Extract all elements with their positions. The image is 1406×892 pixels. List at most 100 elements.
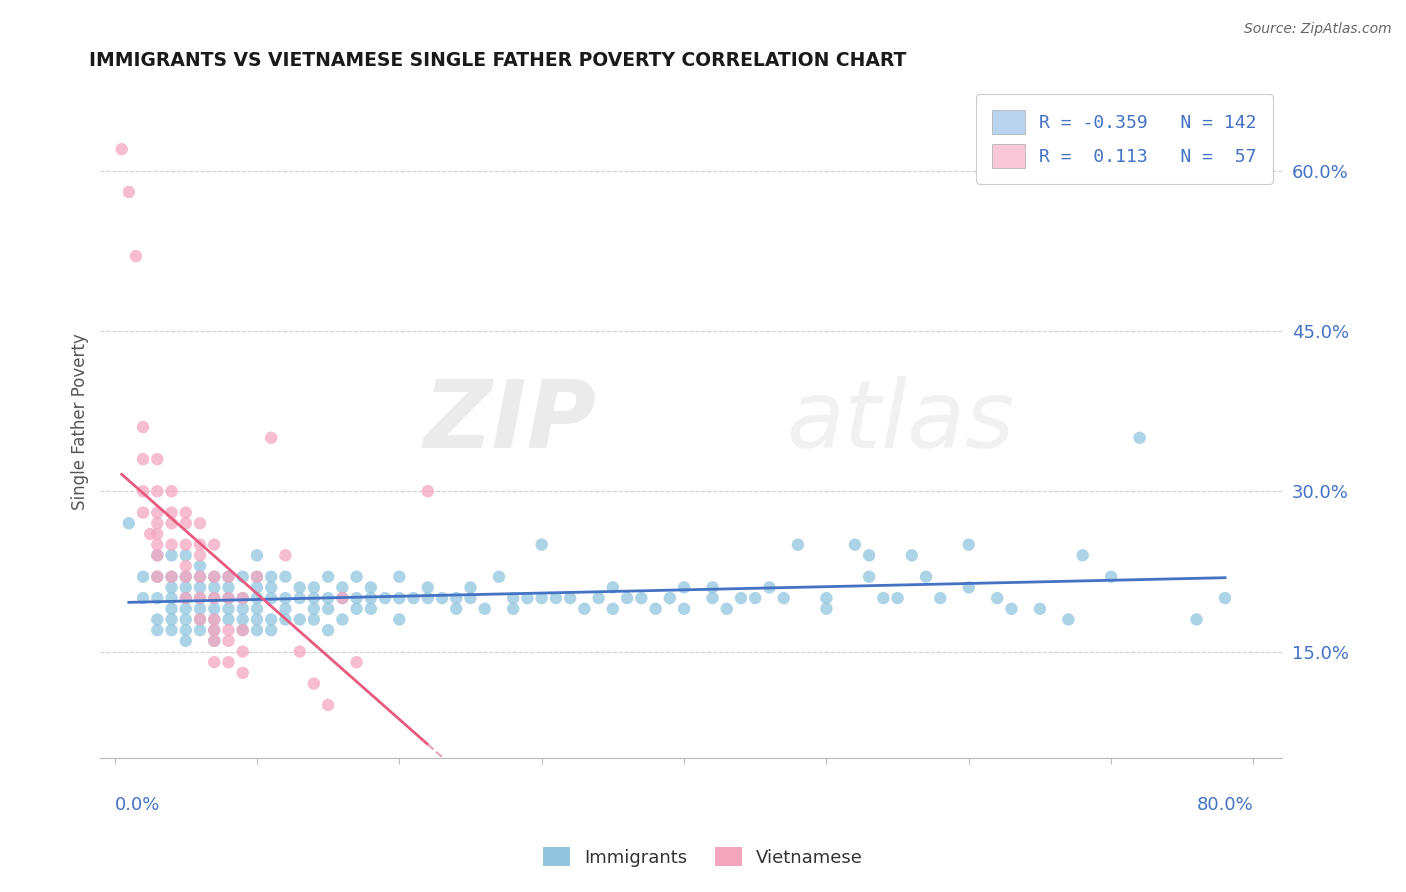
- Point: [815, 591, 838, 606]
- Point: [246, 570, 269, 584]
- Point: [957, 538, 980, 552]
- Point: [246, 549, 269, 563]
- Point: [1000, 601, 1022, 615]
- Text: ZIP: ZIP: [423, 376, 596, 467]
- Point: [288, 591, 311, 606]
- Point: [202, 581, 225, 595]
- Point: [560, 591, 582, 606]
- Point: [346, 591, 368, 606]
- Point: [174, 633, 197, 648]
- Point: [332, 591, 354, 606]
- Point: [188, 601, 211, 615]
- Point: [602, 581, 624, 595]
- Point: [132, 484, 155, 499]
- Point: [316, 570, 339, 584]
- Point: [146, 549, 169, 563]
- Point: [132, 452, 155, 467]
- Point: [146, 506, 169, 520]
- Point: [332, 591, 354, 606]
- Point: [174, 601, 197, 615]
- Point: [316, 591, 339, 606]
- Point: [957, 581, 980, 595]
- Point: [274, 612, 297, 626]
- Point: [502, 601, 524, 615]
- Point: [232, 623, 254, 637]
- Point: [1213, 591, 1236, 606]
- Point: [388, 612, 411, 626]
- Point: [246, 623, 269, 637]
- Point: [174, 591, 197, 606]
- Point: [1099, 570, 1122, 584]
- Point: [146, 591, 169, 606]
- Point: [388, 591, 411, 606]
- Point: [246, 601, 269, 615]
- Point: [160, 591, 183, 606]
- Point: [260, 570, 283, 584]
- Point: [118, 516, 141, 531]
- Point: [160, 484, 183, 499]
- Point: [232, 601, 254, 615]
- Point: [716, 601, 738, 615]
- Point: [274, 570, 297, 584]
- Point: [188, 516, 211, 531]
- Point: [260, 623, 283, 637]
- Point: [188, 538, 211, 552]
- Point: [530, 591, 553, 606]
- Point: [160, 601, 183, 615]
- Point: [202, 538, 225, 552]
- Point: [174, 506, 197, 520]
- Point: [416, 581, 439, 595]
- Point: [174, 516, 197, 531]
- Point: [388, 570, 411, 584]
- Point: [246, 612, 269, 626]
- Point: [218, 633, 240, 648]
- Point: [232, 591, 254, 606]
- Point: [360, 601, 382, 615]
- Point: [474, 601, 496, 615]
- Point: [346, 570, 368, 584]
- Point: [232, 612, 254, 626]
- Point: [1129, 431, 1152, 445]
- Point: [316, 698, 339, 712]
- Point: [160, 570, 183, 584]
- Point: [146, 452, 169, 467]
- Point: [202, 591, 225, 606]
- Point: [402, 591, 425, 606]
- Legend: R = -0.359   N = 142, R =  0.113   N =  57: R = -0.359 N = 142, R = 0.113 N = 57: [976, 95, 1272, 184]
- Point: [202, 601, 225, 615]
- Point: [132, 570, 155, 584]
- Point: [702, 591, 724, 606]
- Point: [260, 581, 283, 595]
- Point: [915, 570, 938, 584]
- Point: [188, 623, 211, 637]
- Point: [232, 591, 254, 606]
- Point: [218, 655, 240, 669]
- Point: [146, 623, 169, 637]
- Point: [260, 612, 283, 626]
- Point: [160, 538, 183, 552]
- Point: [146, 484, 169, 499]
- Point: [858, 570, 880, 584]
- Point: [160, 570, 183, 584]
- Point: [174, 591, 197, 606]
- Point: [602, 601, 624, 615]
- Point: [202, 570, 225, 584]
- Point: [246, 591, 269, 606]
- Point: [174, 559, 197, 574]
- Point: [302, 591, 325, 606]
- Legend: Immigrants, Vietnamese: Immigrants, Vietnamese: [536, 840, 870, 874]
- Point: [202, 655, 225, 669]
- Point: [574, 601, 596, 615]
- Point: [174, 538, 197, 552]
- Text: IMMIGRANTS VS VIETNAMESE SINGLE FATHER POVERTY CORRELATION CHART: IMMIGRANTS VS VIETNAMESE SINGLE FATHER P…: [89, 51, 905, 70]
- Point: [374, 591, 396, 606]
- Point: [302, 676, 325, 690]
- Point: [232, 665, 254, 680]
- Point: [188, 591, 211, 606]
- Point: [146, 612, 169, 626]
- Point: [174, 570, 197, 584]
- Point: [673, 581, 696, 595]
- Point: [886, 591, 908, 606]
- Point: [332, 581, 354, 595]
- Point: [202, 570, 225, 584]
